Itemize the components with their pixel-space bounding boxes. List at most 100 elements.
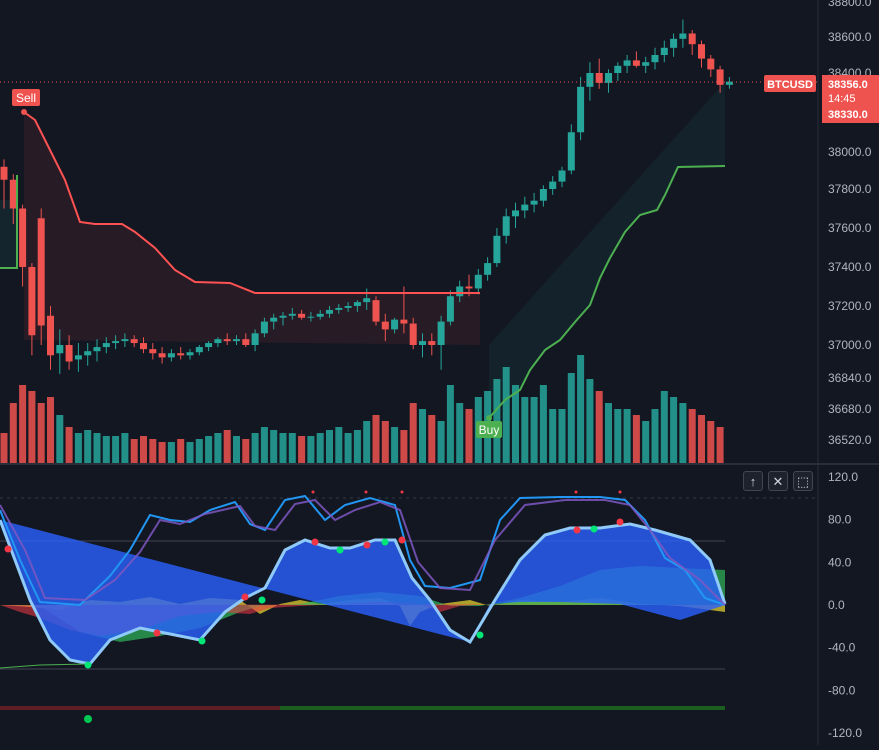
candle-body [437, 321, 445, 345]
candle-body [679, 33, 687, 39]
price-tick-label: 37400.0 [828, 260, 872, 274]
volume-bar [623, 409, 631, 463]
last-price-box [822, 75, 879, 123]
price-tick-label: 38600.0 [828, 30, 872, 44]
volume-bar [335, 427, 343, 463]
candle-body [372, 300, 380, 322]
volume-bar [288, 433, 296, 463]
buy-signal-box [476, 421, 502, 438]
candle-body [670, 38, 678, 48]
volume-bar [251, 433, 259, 463]
blue-oscillator-line [0, 494, 726, 607]
candle-body [651, 55, 659, 63]
candle-body [288, 313, 296, 316]
candle-body [353, 302, 361, 306]
candle-body [344, 306, 352, 308]
price-tick-label: 36840.0 [828, 371, 872, 385]
indicator-axis[interactable]: 120.0 80.0 40.0 0.0 -40.0 -80.0 -120.0 [828, 470, 862, 740]
candle-body [251, 333, 259, 345]
indicator-tick-label: 120.0 [828, 470, 858, 484]
volume-bar [195, 439, 203, 463]
buy-zone-fill [489, 82, 725, 418]
price-axis[interactable]: 38800.038600.038400.038000.037800.037600… [828, 0, 872, 447]
volume-bar [344, 433, 352, 463]
volume-bar [512, 385, 519, 463]
candle-body [632, 60, 640, 66]
red-dot [153, 629, 161, 637]
green-dot [476, 631, 484, 639]
volume-bar [84, 430, 92, 463]
small-red-dot [618, 490, 622, 494]
candle-body [391, 319, 399, 330]
candlestick-series [0, 19, 733, 374]
candle-body [84, 351, 92, 356]
candle-body [242, 339, 250, 345]
maximize-pane-button[interactable]: ⬚ [793, 471, 813, 491]
left-trail-line [0, 175, 18, 269]
close-pane-button[interactable]: ✕ [768, 471, 788, 491]
indicator-tick-label: -120.0 [828, 726, 862, 740]
bottom-signal-bar-green [280, 706, 725, 710]
volume-bar [372, 415, 380, 463]
indicator-tick-label: -80.0 [828, 683, 856, 697]
volume-bar [409, 403, 417, 463]
green-dot [258, 596, 266, 604]
light-blue-wave [0, 519, 727, 666]
volume-bar [214, 433, 222, 463]
price-tick-label: 36680.0 [828, 402, 872, 416]
bottom-signal-bar-red [0, 706, 280, 710]
small-red-dot [311, 490, 315, 494]
sell-trail-line [23, 111, 480, 294]
candle-body [446, 296, 454, 322]
candle-body [707, 58, 715, 70]
candle-body [307, 316, 315, 318]
secondary-price-value: 38330.0 [828, 109, 868, 121]
volume-bar [521, 397, 529, 463]
candle-body [698, 44, 705, 59]
candle-body [512, 210, 519, 217]
green-trend-line [0, 663, 89, 669]
red-dot [363, 541, 371, 549]
volume-bar [577, 355, 585, 463]
volume-bar [465, 409, 473, 463]
volume-bar [502, 367, 510, 463]
red-dot [573, 526, 581, 534]
green-dot [381, 538, 389, 546]
last-price-label: 38356.0 14:45 38330.0 [822, 75, 879, 123]
price-pane[interactable] [0, 19, 818, 464]
indicator-pane[interactable] [0, 490, 818, 724]
candle-body [558, 170, 566, 182]
volume-bar [223, 430, 231, 463]
candle-body [688, 33, 696, 45]
volume-bar [698, 415, 705, 463]
volume-bar [567, 373, 575, 463]
volume-bar [605, 403, 612, 463]
small-red-dot [400, 490, 404, 494]
volume-bar [586, 379, 594, 463]
volume-bar [47, 397, 54, 463]
volume-bar [279, 433, 287, 463]
volume-bar [307, 436, 315, 463]
candle-body [121, 339, 129, 342]
buy-signal-label: Buy [479, 423, 500, 437]
volume-bar [140, 436, 147, 463]
volume-bars [0, 355, 724, 463]
green-dot [590, 525, 598, 533]
candle-body [493, 235, 501, 264]
candle-body [223, 339, 231, 342]
volume-bar [642, 421, 650, 463]
indicator-tick-label: -40.0 [828, 641, 856, 655]
candle-body [93, 347, 101, 352]
volume-bar [419, 409, 426, 463]
volume-bar [28, 391, 36, 463]
volume-bar [326, 430, 333, 463]
candle-body [47, 315, 54, 356]
volume-bar [632, 415, 640, 463]
candle-body [456, 286, 464, 297]
volume-bar [177, 439, 185, 463]
volume-bar [316, 433, 324, 463]
candle-body [595, 73, 603, 83]
move-pane-up-button[interactable]: ↑ [743, 471, 763, 491]
